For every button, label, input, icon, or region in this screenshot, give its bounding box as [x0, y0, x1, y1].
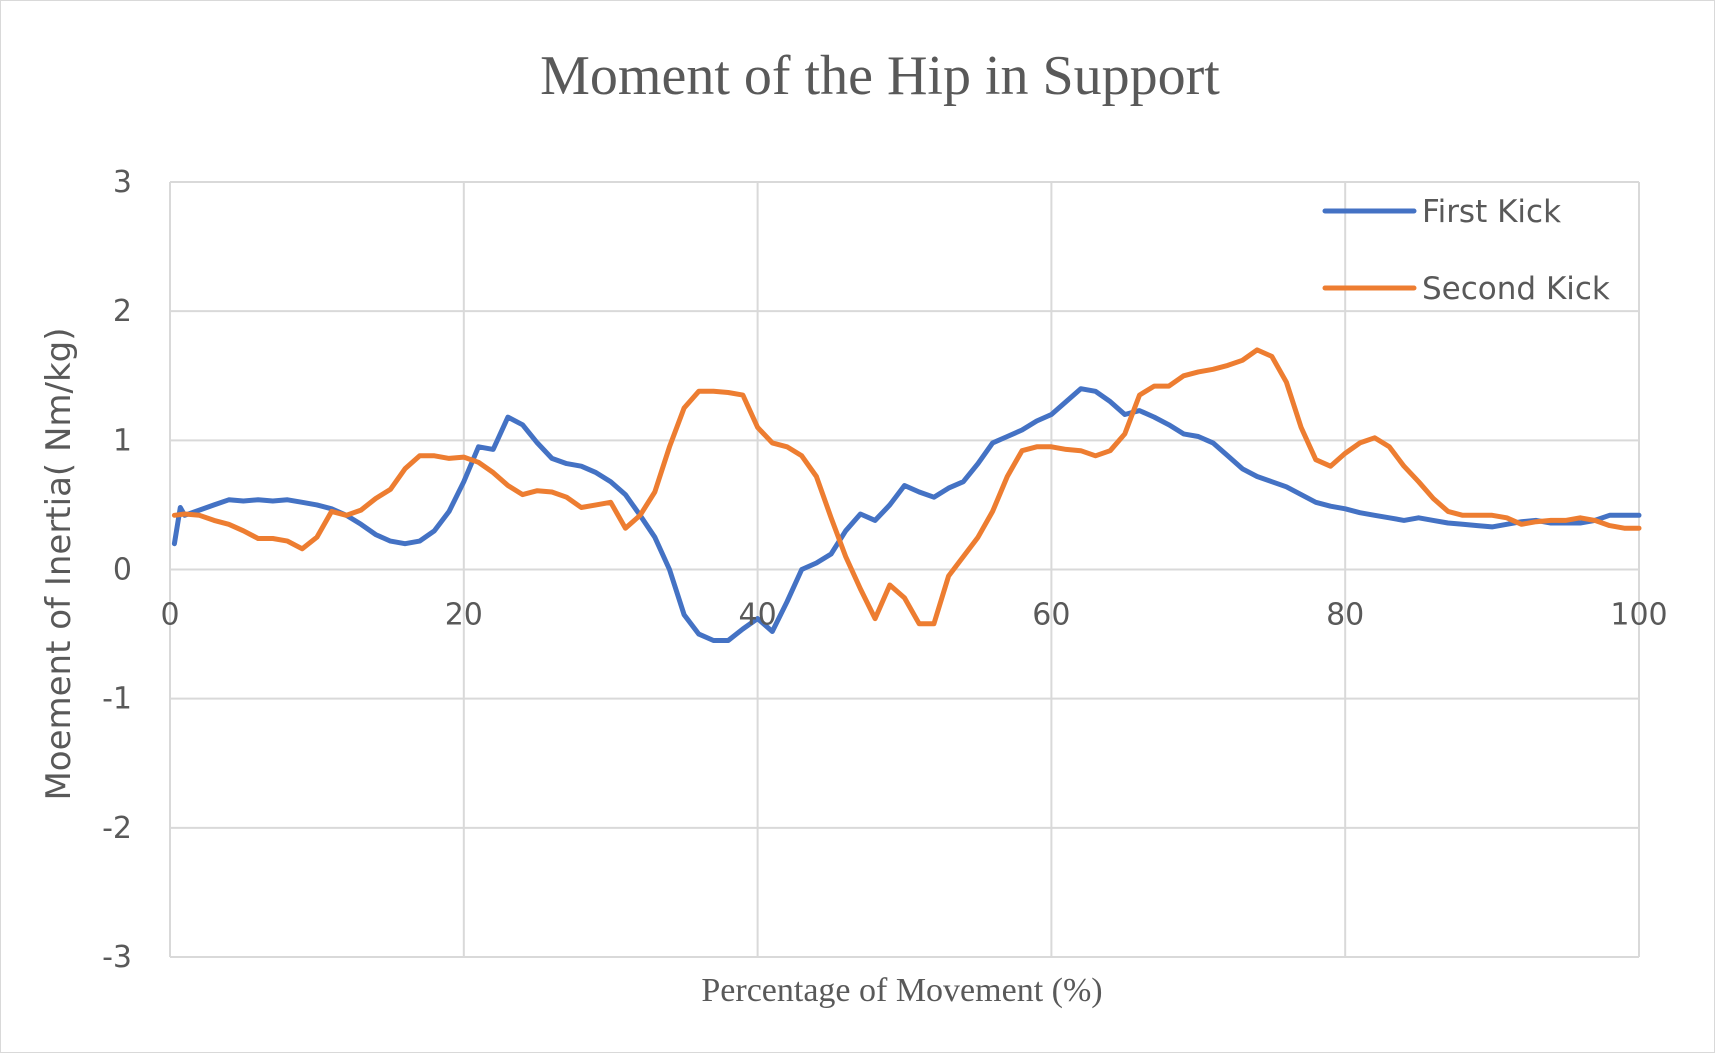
- y-tick-label-5: -2: [102, 811, 132, 846]
- x-tick-label-1: 20: [445, 598, 483, 633]
- y-tick-label-1: 2: [113, 294, 132, 329]
- legend-label-first-kick: First Kick: [1422, 194, 1561, 230]
- y-axis-label: Moement of Inertia( Nm/kg): [39, 327, 79, 800]
- chart-title: Moment of the Hip in Support: [540, 45, 1220, 107]
- grid-lines: [169, 181, 1640, 958]
- legend-label-second-kick: Second Kick: [1422, 271, 1610, 307]
- series-layer: [171, 347, 1642, 643]
- x-axis-ticks: 0 20 40 60 80 100: [160, 598, 1667, 633]
- x-tick-label-2: 40: [739, 598, 777, 633]
- x-tick-label-5: 100: [1610, 598, 1667, 633]
- y-tick-label-3: 0: [113, 553, 132, 588]
- y-tick-label-2: 1: [113, 423, 132, 458]
- y-tick-label-6: -3: [102, 940, 132, 975]
- y-tick-label-4: -1: [102, 682, 132, 717]
- legend: First Kick Second Kick: [1322, 194, 1610, 307]
- y-tick-label-0: 3: [113, 165, 132, 200]
- series-line-0: [171, 386, 1642, 643]
- x-axis-label: Percentage of Movement (%): [701, 972, 1102, 1009]
- x-tick-label-0: 0: [160, 598, 179, 633]
- x-tick-label-3: 60: [1032, 598, 1070, 633]
- x-tick-label-4: 80: [1326, 598, 1364, 633]
- series-line-1: [171, 347, 1642, 627]
- y-axis-ticks: 3 2 1 0 -1 -2 -3: [102, 165, 132, 975]
